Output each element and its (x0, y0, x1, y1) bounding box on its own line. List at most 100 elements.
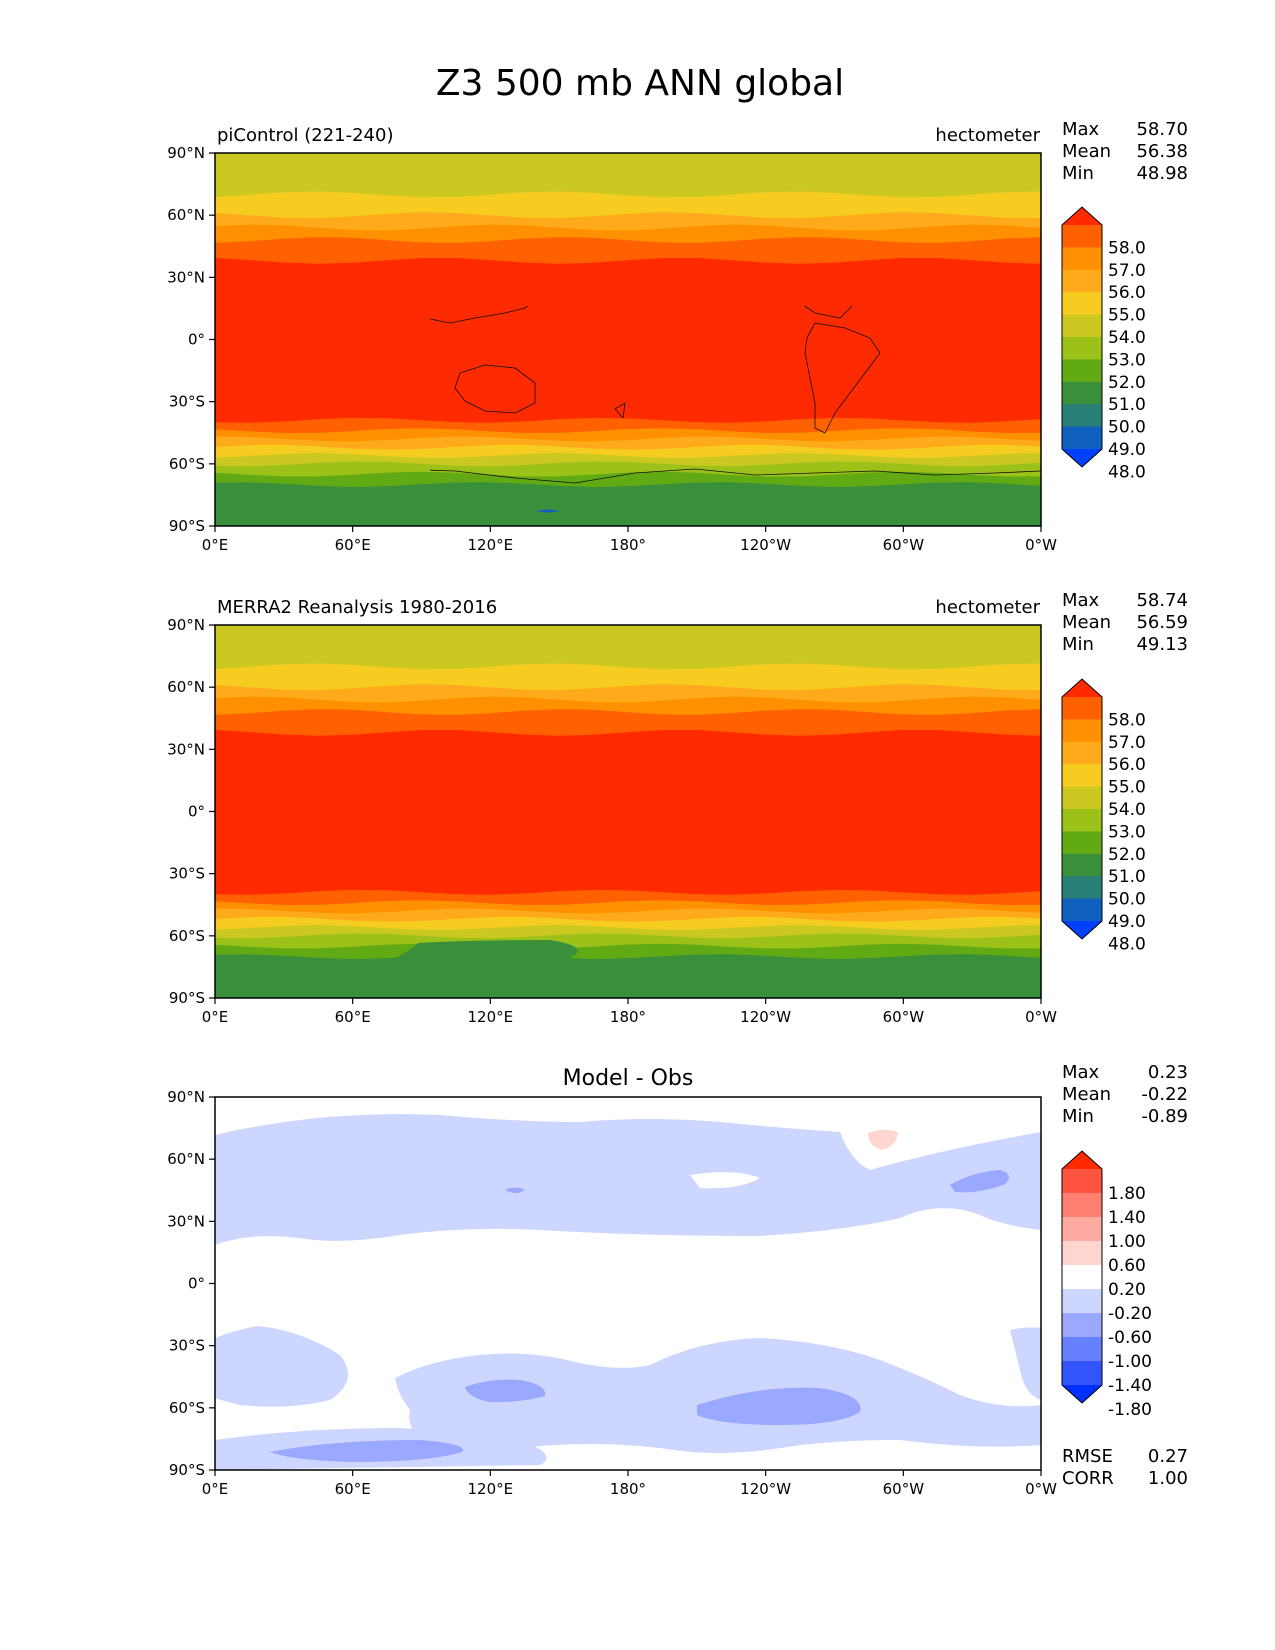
x-tick-label: 60°E (335, 536, 371, 554)
colorbar-label: 0.20 (1108, 1280, 1146, 1300)
colorbar-label: 53.0 (1108, 350, 1146, 370)
units-label: hectometer (935, 125, 1040, 146)
stats-block: Max 58.74 Mean 56.59 Min 49.13 (1062, 590, 1188, 655)
y-tick-label: 90°S (169, 1461, 205, 1479)
colorbar-segment (1062, 1289, 1102, 1314)
colorbar-label: -1.40 (1108, 1376, 1152, 1396)
coastlines (430, 306, 1042, 484)
stat-value-max: 58.70 (1136, 119, 1188, 140)
diff-core-southern-ocean (697, 1387, 861, 1425)
diff-core-atlantic (950, 1170, 1009, 1193)
colorbar-segment (1062, 786, 1102, 810)
x-tick-label: 120°E (468, 1008, 514, 1026)
colorbar-label: 57.0 (1108, 733, 1146, 753)
colorbar-segment (1062, 898, 1102, 922)
map-fill (215, 1097, 1041, 1470)
colorbar-segment (1062, 1217, 1102, 1242)
y-tick-label: 60°S (169, 455, 205, 473)
colorbar-label: 0.60 (1108, 1256, 1146, 1276)
colorbar-label: 51.0 (1108, 395, 1146, 415)
colorbar-label: -1.00 (1108, 1352, 1152, 1372)
figure-title: Z3 500 mb ANN global (436, 63, 844, 104)
stat-label-min: Min (1062, 1106, 1094, 1127)
units-label: hectometer (935, 597, 1040, 618)
stat-label-mean: Mean (1062, 612, 1111, 633)
colorbar-segment (1062, 809, 1102, 832)
colorbar-segment (1062, 719, 1102, 743)
southern-contours (215, 889, 1041, 998)
y-tick-label: 60°N (167, 678, 205, 696)
colorbar-segment (1062, 337, 1102, 360)
metrics-block: RMSE 0.27 CORR 1.00 (1062, 1446, 1188, 1489)
colorbar-outline (1061, 678, 1103, 940)
colorbar-segment (1062, 1265, 1102, 1290)
colorbar-segment (1062, 225, 1102, 248)
map-fill (215, 153, 1041, 526)
y-tick-label: 30°N (167, 1212, 205, 1230)
min-spot (536, 509, 560, 513)
stats-block: Max 0.23 Mean -0.22 Min -0.89 (1062, 1062, 1188, 1127)
x-tick-label: 60°E (335, 1008, 371, 1026)
metric-label-rmse: RMSE (1062, 1446, 1113, 1467)
contour-band (215, 153, 1041, 185)
colorbar-outline (1061, 206, 1103, 468)
colorbar-segment (1062, 741, 1102, 765)
colorbar: 58.0 57.056.0 55.054.053.0 52.051.0 50.049.0… (1061, 206, 1146, 482)
colorbar-max-arrow (1062, 679, 1102, 697)
stat-label-max: Max (1062, 119, 1100, 140)
x-tick-label: 120°W (740, 1008, 791, 1026)
panel-merra2: MERRA2 Reanalysis 1980-2016 hectometer M… (167, 590, 1188, 1026)
colorbar-label: 49.0 (1108, 440, 1146, 460)
colorbar-label: 54.0 (1108, 328, 1146, 348)
panel-picontrol: piControl (221-240) hectometer Max 58.70… (167, 119, 1188, 554)
y-tick-label: 90°N (167, 1088, 205, 1106)
stat-value-mean: 56.38 (1136, 141, 1188, 162)
northern-contours (215, 153, 1041, 277)
x-tick-label: 60°W (883, 1480, 925, 1498)
colorbar-segment (1062, 1241, 1102, 1266)
colorbar-label: 57.0 (1108, 261, 1146, 281)
colorbar-segment (1062, 269, 1102, 293)
colorbar-label: 50.0 (1108, 418, 1146, 438)
colorbar-label: 58.0 (1108, 710, 1146, 730)
colorbar-label: 55.0 (1108, 778, 1146, 798)
y-tick-label: 60°N (167, 1150, 205, 1168)
coastline (430, 468, 1042, 484)
metric-value-rmse: 0.27 (1148, 1446, 1188, 1467)
x-tick-label: 0°W (1025, 1480, 1057, 1498)
colorbar-outline (1061, 1150, 1103, 1404)
colorbar-label: 55.0 (1108, 306, 1146, 326)
x-tick-label: 60°W (883, 1008, 925, 1026)
colorbar-segment (1062, 1193, 1102, 1218)
colorbar: 58.0 57.056.0 55.054.053.0 52.051.0 50.049.0… (1061, 678, 1146, 954)
colorbar-segment (1062, 764, 1102, 788)
axis-ticks: 0°E 60°E 120°E 180° 120°W 60°W 0°W 90°N 60°N 30°N… (167, 144, 1057, 554)
colorbar-label: 56.0 (1108, 755, 1146, 775)
colorbar-segment (1062, 1337, 1102, 1362)
x-tick-label: 0°E (202, 1480, 229, 1498)
colorbar-label: 49.0 (1108, 912, 1146, 932)
x-tick-label: 0°E (202, 1008, 229, 1026)
x-tick-label: 180° (610, 536, 646, 554)
colorbar-segment (1062, 697, 1102, 720)
y-tick-label: 30°N (167, 740, 205, 758)
colorbar-segment (1062, 359, 1102, 383)
colorbar-label: 1.00 (1108, 1232, 1146, 1252)
x-tick-label: 0°W (1025, 536, 1057, 554)
stat-value-mean: -0.22 (1141, 1084, 1188, 1105)
diff-band-south-b (395, 1338, 1041, 1453)
colorbar-label: 56.0 (1108, 283, 1146, 303)
x-tick-label: 120°W (740, 1480, 791, 1498)
stat-value-mean: 56.59 (1136, 612, 1188, 633)
colorbar-label: 1.40 (1108, 1208, 1146, 1228)
stat-value-max: 0.23 (1148, 1062, 1188, 1083)
y-tick-label: 30°S (169, 393, 205, 411)
x-tick-label: 60°E (335, 1480, 371, 1498)
y-tick-label: 90°S (169, 989, 205, 1007)
antarctic-lobe (268, 940, 578, 981)
x-tick-label: 0°E (202, 536, 229, 554)
colorbar-label: 58.0 (1108, 238, 1146, 258)
southern-contours (215, 417, 1041, 526)
y-tick-label: 60°S (169, 927, 205, 945)
